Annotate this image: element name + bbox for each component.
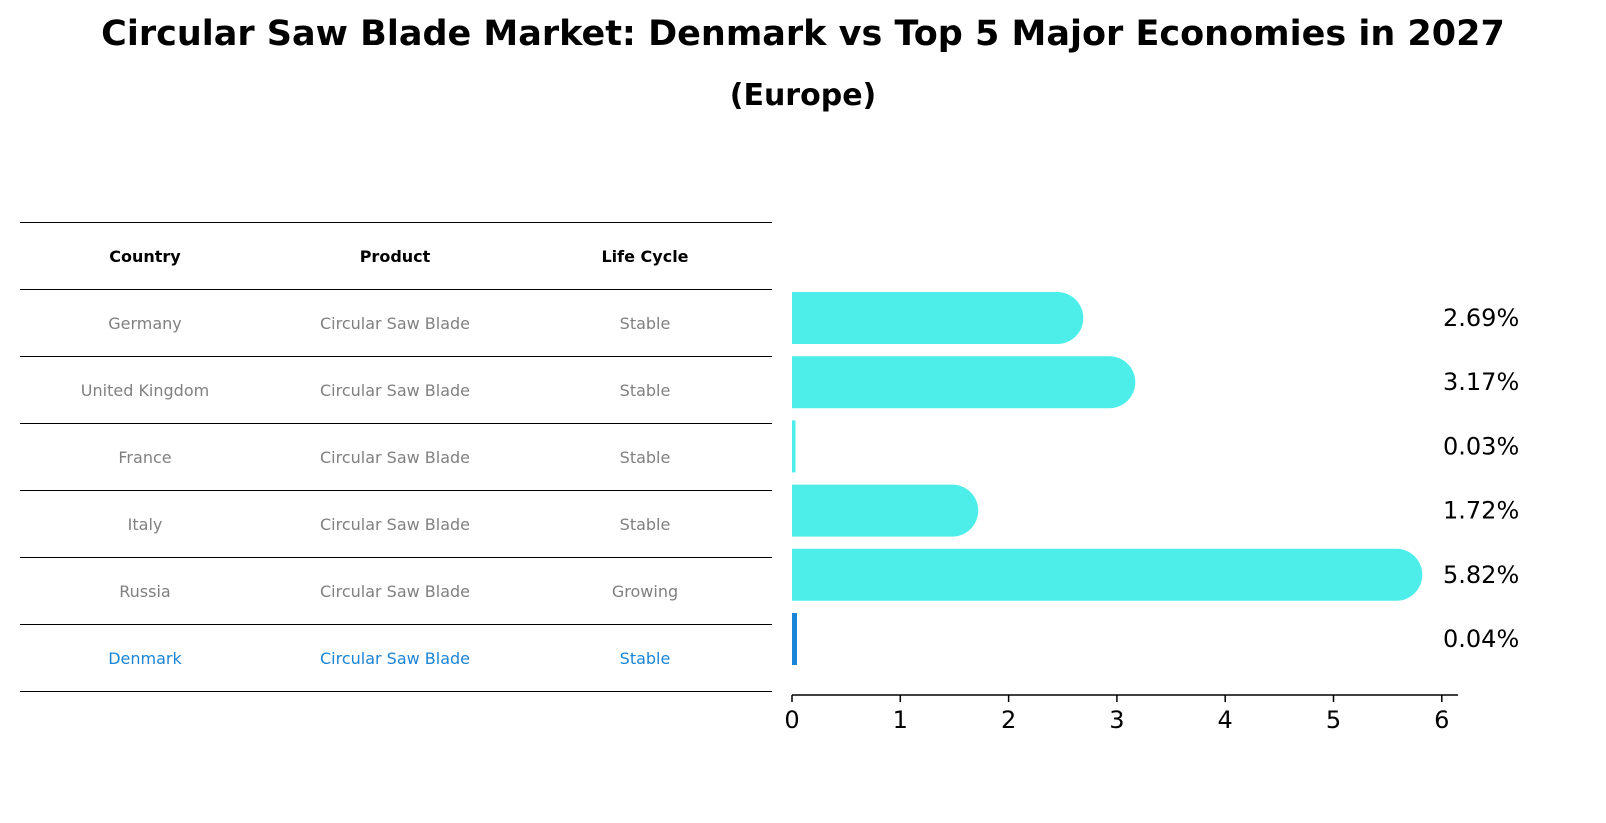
cell-life-cycle: Stable [619,514,671,534]
cell-life-cycle: Stable [619,648,671,668]
bar [792,420,796,473]
bar-value-label: 1.72% [1443,497,1519,525]
bar-highlighted [792,613,797,665]
x-tick-label: 3 [1109,706,1124,734]
bar-value-label: 0.03% [1443,432,1519,460]
cell-country: France [118,447,172,467]
bar-value-label: 0.04% [1443,625,1519,653]
table-header-row: Country Product Life Cycle [20,222,772,289]
bar [792,292,1084,344]
x-tick-label: 1 [893,706,908,734]
table-row: Germany Circular Saw Blade Stable [20,289,772,356]
x-tick-label: 2 [1001,706,1016,734]
cell-product: Circular Saw Blade [319,380,471,400]
cell-country: United Kingdom [80,380,210,400]
cell-life-cycle: Stable [619,313,671,333]
bar-value-label: 2.69% [1443,304,1519,332]
x-tick-label: 0 [784,706,799,734]
table-row: United Kingdom Circular Saw Blade Stable [20,356,772,423]
x-tick-label: 5 [1326,706,1341,734]
table-row: France Circular Saw Blade Stable [20,423,772,490]
bar-value-label: 5.82% [1443,561,1519,589]
bar-chart: 2.69% 3.17% 0.03% 1.72% 5.82% 0.04% 0 1 2 3 4 5 6 [784,292,1519,734]
cell-product: Circular Saw Blade [319,648,471,668]
comparison-table: Country Product Life Cycle Germany Circu… [20,222,772,692]
cell-country: Russia [119,581,171,601]
cell-product: Circular Saw Blade [319,313,471,333]
chart-title: Circular Saw Blade Market: Denmark vs To… [101,14,1505,54]
x-tick-label: 6 [1434,706,1449,734]
cell-product: Circular Saw Blade [319,514,471,534]
cell-country: Italy [127,514,163,534]
header-life-cycle: Life Cycle [601,246,689,266]
table-row: Russia Circular Saw Blade Growing [20,557,772,624]
cell-life-cycle: Stable [619,447,671,467]
cell-product: Circular Saw Blade [319,447,471,467]
cell-product: Circular Saw Blade [319,581,471,601]
bar [792,356,1136,409]
table-row-highlighted: Denmark Circular Saw Blade Stable [20,624,772,692]
table-row: Italy Circular Saw Blade Stable [20,490,772,557]
cell-country: Germany [108,313,182,333]
bar [792,484,979,537]
chart-subtitle: (Europe) [729,78,877,113]
header-product: Product [359,246,431,266]
cell-country: Denmark [108,648,182,668]
x-tick-label: 4 [1218,706,1233,734]
bar [792,548,1423,601]
cell-life-cycle: Stable [619,380,671,400]
bar-value-label: 3.17% [1443,368,1519,396]
cell-life-cycle: Growing [611,581,679,601]
header-country: Country [109,246,181,266]
